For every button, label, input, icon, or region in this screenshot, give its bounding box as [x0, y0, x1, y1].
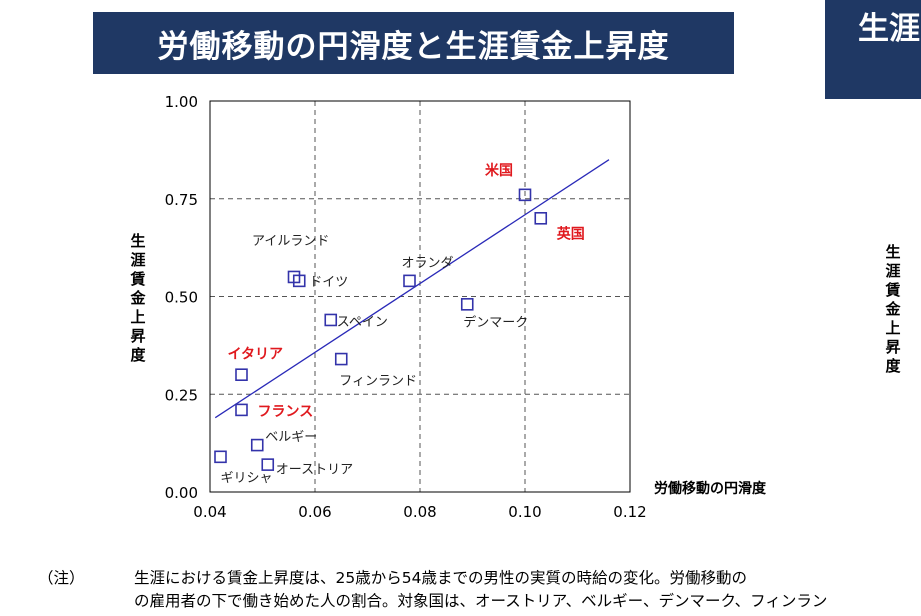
second-chart-title-text: 生涯: [858, 11, 920, 47]
data-label: オランダ: [402, 256, 454, 271]
x-tick-label: 0.10: [508, 503, 541, 521]
y-tick-label: 0.00: [165, 484, 198, 502]
second-y-axis-label-char: 昇: [885, 338, 901, 356]
x-tick-label: 0.12: [613, 503, 646, 521]
data-point: [334, 352, 348, 366]
data-point: [403, 274, 416, 288]
trend-line: [214, 159, 610, 419]
data-label: フランス: [258, 404, 314, 420]
data-point: [261, 458, 275, 471]
y-axis-label-char: 上: [130, 308, 146, 326]
y-axis-label-char: 金: [130, 289, 146, 307]
second-y-axis-label-char: 上: [885, 319, 901, 337]
second-chart-y-axis-label: 生涯賃金上昇度: [884, 243, 902, 376]
data-label: フィンランド: [339, 374, 417, 389]
footnote-label: （注）: [38, 569, 85, 587]
footnote: （注） 生涯における賃金上昇度は、25歳から54歳までの男性の実質の時給の変化。労…: [38, 567, 921, 613]
y-axis-label: 生涯賃金上昇度: [129, 232, 147, 365]
data-label: イタリア: [228, 347, 283, 363]
data-point: [235, 368, 248, 382]
data-point: [214, 450, 227, 464]
y-tick-label: 1.00: [165, 93, 198, 111]
second-y-axis-label-char: 賃: [885, 281, 901, 299]
data-label: 英国: [556, 225, 585, 242]
data-point: [518, 188, 532, 202]
data-point: [324, 313, 338, 327]
x-axis-label: 労働移動の円滑度: [654, 480, 767, 497]
footnote-line-1: 生涯における賃金上昇度は、25歳から54歳までの男性の実質の時給の変化。労働移動…: [134, 569, 747, 587]
footnote-line-2: の雇用者の下で働き始めた人の割合。対象国は、オーストリア、ベルギー、デンマーク、…: [134, 592, 828, 610]
chart-title: 労働移動の円滑度と生涯賃金上昇度: [93, 12, 734, 74]
y-tick-label: 0.50: [165, 289, 198, 307]
x-tick-label: 0.04: [193, 503, 226, 521]
data-label: アイルランド: [252, 234, 329, 249]
data-point: [235, 403, 248, 417]
data-label: 米国: [485, 162, 513, 179]
data-label: オーストリア: [276, 463, 353, 478]
scatter-chart: 0.04 0.06 0.08 0.10 0.12 0.00 0.25 0.50 0.75 1.00…: [165, 93, 767, 521]
y-axis-label-char: 昇: [130, 327, 146, 345]
y-axis-label-char: 賃: [130, 270, 146, 288]
y-axis-label-char: 涯: [130, 251, 146, 269]
y-tick-label: 0.25: [165, 386, 198, 404]
plot-frame: [209, 100, 631, 493]
data-point: [534, 212, 548, 225]
x-tick-label: 0.06: [298, 503, 331, 521]
chart-title-text: 労働移動の円滑度と生涯賃金上昇度: [157, 28, 670, 65]
second-y-axis-label-char: 金: [885, 300, 901, 318]
data-label: ベルギー: [265, 430, 317, 445]
data-point: [292, 274, 306, 288]
second-y-axis-label-char: 度: [885, 357, 901, 375]
y-tick-label: 0.75: [165, 191, 198, 209]
x-tick-label: 0.08: [403, 503, 436, 521]
data-label: ドイツ: [309, 275, 348, 290]
second-y-axis-label-char: 涯: [885, 262, 901, 280]
data-label: ギリシャ: [221, 471, 273, 486]
data-label: デンマーク: [463, 314, 528, 330]
data-point: [250, 438, 264, 452]
second-y-axis-label-char: 生: [885, 243, 901, 261]
y-axis-label-char: 生: [130, 232, 146, 250]
data-point: [460, 298, 474, 311]
second-chart-title: 生涯: [825, 0, 921, 99]
data-label: スペイン: [337, 315, 388, 330]
y-axis-label-char: 度: [130, 346, 146, 364]
